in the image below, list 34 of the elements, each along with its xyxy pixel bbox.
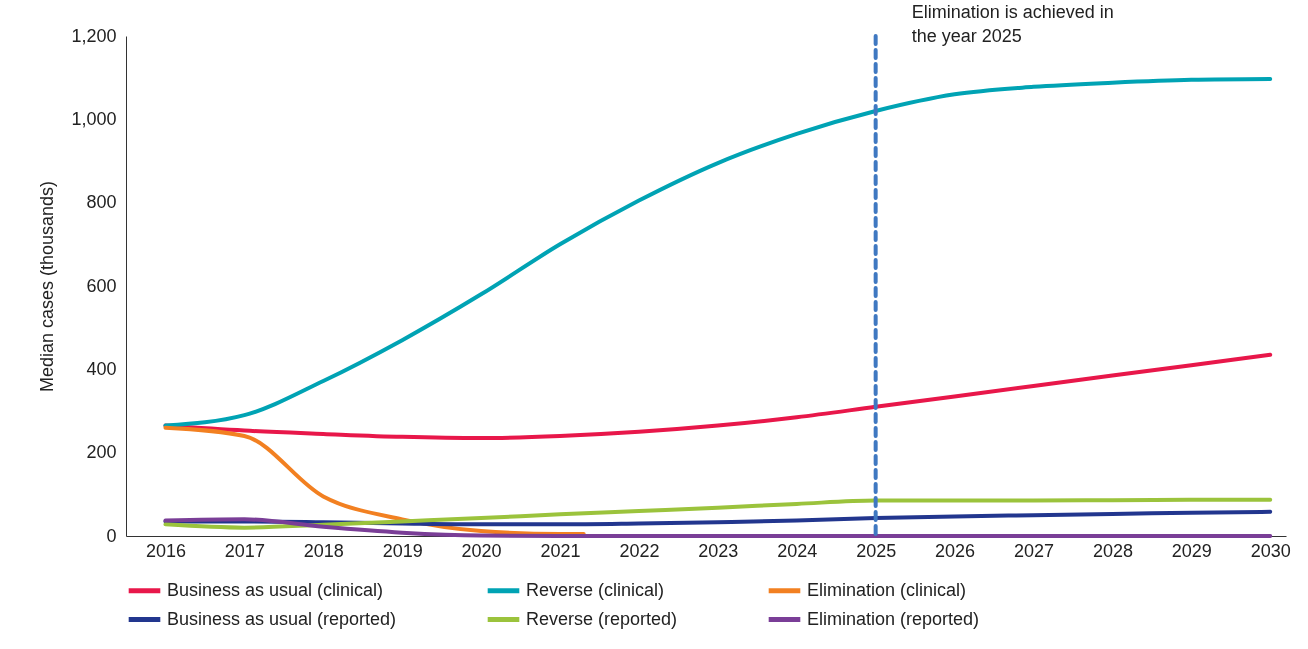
legend-label: Elimination (reported) [807, 608, 980, 629]
x-tick-label: 2021 [540, 540, 581, 561]
x-tick-label: 2024 [777, 540, 818, 561]
legend-label: Business as usual (clinical) [167, 579, 384, 600]
x-tick-label: 2019 [382, 540, 423, 561]
legend-label: Elimination (clinical) [807, 579, 967, 600]
line-series [163, 425, 586, 536]
x-tick-label: 2029 [1171, 540, 1212, 561]
line-series [163, 76, 1273, 428]
y-tick-label: 0 [106, 525, 117, 546]
y-tick-label: 600 [86, 275, 117, 296]
x-tick-label: 2025 [856, 540, 897, 561]
x-tick-label: 2023 [698, 540, 739, 561]
y-tick-label: 1,200 [71, 25, 117, 46]
x-tick-label: 2020 [461, 540, 502, 561]
y-tick-label: 1,000 [71, 108, 117, 129]
y-tick-label: 200 [86, 442, 117, 463]
x-tick-label: 2022 [619, 540, 660, 561]
line-series [163, 517, 1273, 538]
x-tick-label: 2030 [1250, 540, 1291, 561]
x-tick-label: 2026 [935, 540, 976, 561]
legend-label: Reverse (clinical) [526, 579, 665, 600]
y-tick-label: 800 [86, 192, 117, 213]
x-tick-label: 2016 [145, 540, 186, 561]
legend-label: Business as usual (reported) [167, 608, 397, 629]
y-axis-title: Median cases (thousands) [37, 180, 58, 393]
y-tick-label: 400 [86, 358, 117, 379]
x-tick-label: 2028 [1092, 540, 1133, 561]
x-tick-label: 2018 [303, 540, 344, 561]
x-tick-label: 2027 [1013, 540, 1055, 561]
x-tick-label: 2017 [224, 540, 265, 561]
line-series [163, 497, 1273, 530]
legend-label: Reverse (reported) [526, 608, 678, 629]
ref-line-label: Elimination is achieved in the year 2025 [911, 2, 1114, 46]
